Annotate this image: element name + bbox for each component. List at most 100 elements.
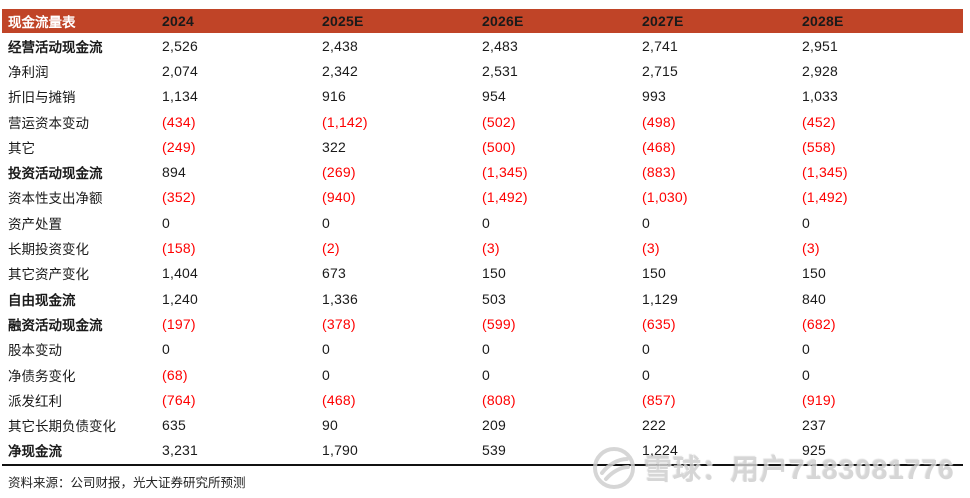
cell-value: 209 [482, 417, 506, 434]
row-label: 其它长期负债变化 [8, 419, 116, 435]
cell-value: (3) [802, 240, 820, 257]
cell-value: 840 [802, 290, 826, 307]
cell-value: 0 [322, 214, 330, 231]
row-label: 资本性支出净额 [8, 191, 103, 207]
cell-value: (1,345) [482, 164, 528, 181]
cell-value: (857) [642, 391, 676, 408]
row-label: 净债务变化 [8, 368, 76, 384]
table-row: 投资活动现金流 894 (269) (1,345) (883) (1,345) [2, 159, 963, 184]
cell-value: 150 [642, 265, 666, 282]
cell-value: 0 [642, 366, 650, 383]
table-bottom-border [2, 464, 963, 467]
column-header-2024: 2024 [162, 13, 194, 29]
column-header-2028e: 2028E [802, 13, 844, 29]
row-label: 派发红利 [8, 393, 62, 409]
table-row: 自由现金流 1,240 1,336 503 1,129 840 [2, 286, 963, 311]
cell-value: 1,336 [322, 290, 359, 307]
cell-value: (352) [162, 189, 196, 206]
cell-value: 1,129 [642, 290, 679, 307]
cell-value: (468) [322, 391, 356, 408]
row-label: 自由现金流 [8, 292, 76, 308]
cell-value: 925 [802, 442, 826, 459]
row-label: 融资活动现金流 [8, 317, 103, 333]
cell-value: 0 [802, 214, 810, 231]
table-row: 融资活动现金流 (197) (378) (599) (635) (682) [2, 311, 963, 336]
cell-value: (269) [322, 164, 356, 181]
cell-value: 0 [802, 366, 810, 383]
cell-value: 2,438 [322, 37, 359, 54]
cell-value: 2,715 [642, 62, 679, 79]
cash-flow-table: 现金流量表 2024 2025E 2026E 2027E 2028E 经营活动现… [2, 9, 963, 491]
table-row: 净债务变化 (68) 0 0 0 0 [2, 362, 963, 387]
row-label: 折旧与摊销 [8, 90, 76, 106]
cell-value: 2,741 [642, 37, 679, 54]
cell-value: 2,342 [322, 62, 359, 79]
table-row: 股本变动 0 0 0 0 0 [2, 337, 963, 362]
table-title: 现金流量表 [8, 15, 76, 30]
cell-value: (68) [162, 366, 188, 383]
cell-value: 1,224 [642, 442, 679, 459]
cell-value: 916 [322, 88, 346, 105]
cell-value: (1,142) [322, 113, 368, 130]
cell-value: 1,134 [162, 88, 199, 105]
column-header-2026e: 2026E [482, 13, 524, 29]
cell-value: 1,790 [322, 442, 359, 459]
cell-value: 539 [482, 442, 506, 459]
cell-value: (1,492) [482, 189, 528, 206]
cell-value: 635 [162, 417, 186, 434]
row-label: 营运资本变动 [8, 115, 89, 131]
cell-value: 0 [162, 341, 170, 358]
table-row: 资本性支出净额 (352) (940) (1,492) (1,030) (1,492) [2, 185, 963, 210]
table-header-row: 现金流量表 2024 2025E 2026E 2027E 2028E [2, 9, 963, 33]
cell-value: (468) [642, 138, 676, 155]
cell-value: (1,345) [802, 164, 848, 181]
cell-value: (249) [162, 138, 196, 155]
table-body: 经营活动现金流 2,526 2,438 2,483 2,741 2,951 净利润 2,074… [2, 33, 963, 463]
cell-value: (635) [642, 315, 676, 332]
cell-value: 0 [482, 214, 490, 231]
cell-value: 237 [802, 417, 826, 434]
cell-value: 673 [322, 265, 346, 282]
cell-value: 90 [322, 417, 338, 434]
cell-value: 150 [802, 265, 826, 282]
cell-value: 0 [482, 366, 490, 383]
table-row: 净现金流 3,231 1,790 539 1,224 925 [2, 438, 963, 463]
row-label: 股本变动 [8, 343, 62, 359]
cell-value: (452) [802, 113, 836, 130]
cell-value: 0 [162, 214, 170, 231]
table-row: 营运资本变动 (434) (1,142) (502) (498) (452) [2, 109, 963, 134]
cell-value: 954 [482, 88, 506, 105]
table-row: 长期投资变化 (158) (2) (3) (3) (3) [2, 235, 963, 260]
cell-value: (500) [482, 138, 516, 155]
cell-value: (764) [162, 391, 196, 408]
cell-value: (558) [802, 138, 836, 155]
table-row: 派发红利 (764) (468) (808) (857) (919) [2, 387, 963, 412]
cell-value: 503 [482, 290, 506, 307]
column-header-2027e: 2027E [642, 13, 684, 29]
cell-value: (919) [802, 391, 836, 408]
row-label: 净现金流 [8, 444, 62, 460]
row-label: 资产处置 [8, 216, 62, 232]
row-label: 其它资产变化 [8, 267, 89, 283]
cell-value: (2) [322, 240, 340, 257]
cell-value: 1,033 [802, 88, 839, 105]
cell-value: (1,030) [642, 189, 688, 206]
table-row: 折旧与摊销 1,134 916 954 993 1,033 [2, 84, 963, 109]
table-row: 其它 (249) 322 (500) (468) (558) [2, 134, 963, 159]
cell-value: (3) [642, 240, 660, 257]
cell-value: 0 [642, 341, 650, 358]
row-label: 投资活动现金流 [8, 166, 103, 182]
table-row: 资产处置 0 0 0 0 0 [2, 210, 963, 235]
cell-value: 1,240 [162, 290, 199, 307]
table-row: 经营活动现金流 2,526 2,438 2,483 2,741 2,951 [2, 33, 963, 58]
cell-value: 0 [322, 366, 330, 383]
cell-value: 0 [802, 341, 810, 358]
cell-value: 3,231 [162, 442, 199, 459]
cell-value: (682) [802, 315, 836, 332]
cell-value: 0 [322, 341, 330, 358]
cell-value: 322 [322, 138, 346, 155]
cell-value: 2,526 [162, 37, 199, 54]
cell-value: 2,531 [482, 62, 519, 79]
cell-value: 0 [482, 341, 490, 358]
cell-value: 2,074 [162, 62, 199, 79]
